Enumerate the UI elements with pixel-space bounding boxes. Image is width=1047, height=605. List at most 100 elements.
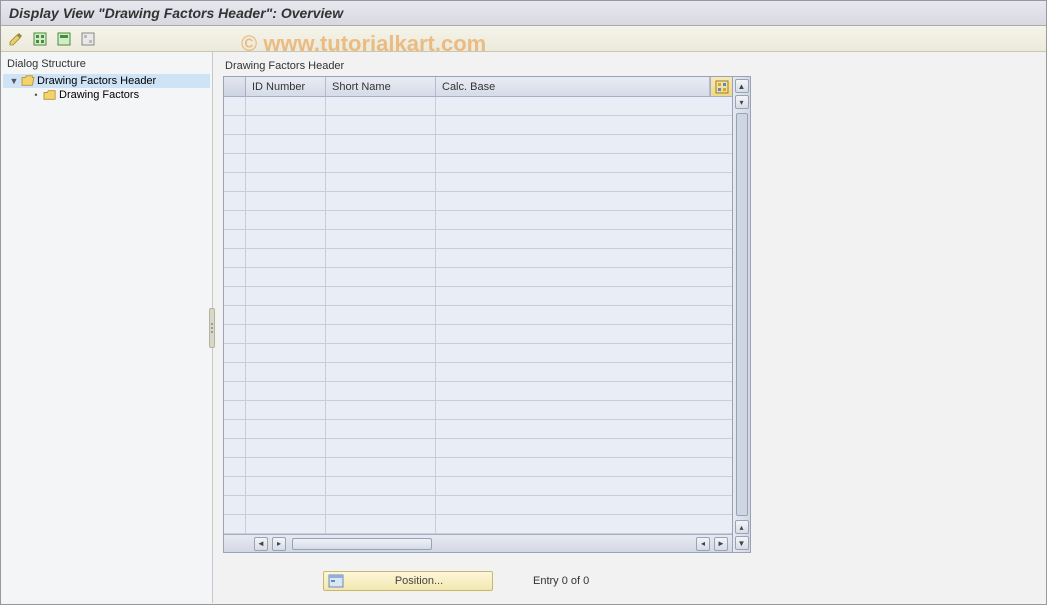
cell-name[interactable]	[326, 306, 436, 324]
row-handle[interactable]	[224, 268, 246, 286]
cell-name[interactable]	[326, 97, 436, 115]
edit-icon[interactable]	[7, 30, 25, 48]
cell-base[interactable]	[436, 477, 732, 495]
row-selector-header[interactable]	[224, 77, 246, 96]
cell-base[interactable]	[436, 496, 732, 514]
scroll-down-icon[interactable]: ▼	[735, 536, 749, 550]
column-header-name[interactable]: Short Name	[326, 77, 436, 96]
row-handle[interactable]	[224, 401, 246, 419]
table-row[interactable]	[224, 496, 732, 515]
row-handle[interactable]	[224, 382, 246, 400]
cell-id[interactable]	[246, 401, 326, 419]
cell-name[interactable]	[326, 135, 436, 153]
table-row[interactable]	[224, 420, 732, 439]
cell-id[interactable]	[246, 97, 326, 115]
cell-name[interactable]	[326, 116, 436, 134]
cell-base[interactable]	[436, 363, 732, 381]
cell-base[interactable]	[436, 173, 732, 191]
scroll-right-last-icon[interactable]: ►	[714, 537, 728, 551]
row-handle[interactable]	[224, 135, 246, 153]
cell-name[interactable]	[326, 439, 436, 457]
cell-id[interactable]	[246, 363, 326, 381]
cell-base[interactable]	[436, 97, 732, 115]
tree-toggle-icon[interactable]: ▼	[9, 76, 19, 86]
cell-id[interactable]	[246, 306, 326, 324]
cell-name[interactable]	[326, 363, 436, 381]
cell-name[interactable]	[326, 401, 436, 419]
cell-base[interactable]	[436, 287, 732, 305]
cell-name[interactable]	[326, 268, 436, 286]
row-handle[interactable]	[224, 192, 246, 210]
row-handle[interactable]	[224, 249, 246, 267]
cell-base[interactable]	[436, 515, 732, 533]
select-all-icon[interactable]	[31, 30, 49, 48]
table-row[interactable]	[224, 458, 732, 477]
table-row[interactable]	[224, 363, 732, 382]
splitter-handle[interactable]	[209, 308, 215, 348]
cell-name[interactable]	[326, 382, 436, 400]
scroll-up-icon[interactable]: ▲	[735, 79, 749, 93]
table-row[interactable]	[224, 439, 732, 458]
table-row[interactable]	[224, 97, 732, 116]
cell-id[interactable]	[246, 287, 326, 305]
cell-id[interactable]	[246, 325, 326, 343]
scroll-left-first-icon[interactable]: ◄	[254, 537, 268, 551]
table-row[interactable]	[224, 287, 732, 306]
cell-id[interactable]	[246, 458, 326, 476]
row-handle[interactable]	[224, 211, 246, 229]
scroll-right-icon[interactable]: ◂	[696, 537, 710, 551]
row-handle[interactable]	[224, 173, 246, 191]
cell-base[interactable]	[436, 458, 732, 476]
row-handle[interactable]	[224, 97, 246, 115]
row-handle[interactable]	[224, 116, 246, 134]
table-row[interactable]	[224, 401, 732, 420]
cell-id[interactable]	[246, 344, 326, 362]
row-handle[interactable]	[224, 154, 246, 172]
cell-base[interactable]	[436, 306, 732, 324]
cell-name[interactable]	[326, 192, 436, 210]
row-handle[interactable]	[224, 230, 246, 248]
row-handle[interactable]	[224, 325, 246, 343]
cell-base[interactable]	[436, 268, 732, 286]
cell-id[interactable]	[246, 135, 326, 153]
row-handle[interactable]	[224, 458, 246, 476]
cell-id[interactable]	[246, 249, 326, 267]
hscroll-track[interactable]	[292, 538, 432, 550]
row-handle[interactable]	[224, 496, 246, 514]
cell-base[interactable]	[436, 420, 732, 438]
cell-name[interactable]	[326, 477, 436, 495]
row-handle[interactable]	[224, 287, 246, 305]
table-row[interactable]	[224, 325, 732, 344]
cell-id[interactable]	[246, 192, 326, 210]
select-block-icon[interactable]	[55, 30, 73, 48]
row-handle[interactable]	[224, 515, 246, 533]
cell-id[interactable]	[246, 211, 326, 229]
cell-id[interactable]	[246, 116, 326, 134]
cell-id[interactable]	[246, 230, 326, 248]
table-row[interactable]	[224, 211, 732, 230]
cell-base[interactable]	[436, 439, 732, 457]
hscroll-thumb[interactable]	[293, 539, 431, 549]
cell-id[interactable]	[246, 154, 326, 172]
row-handle[interactable]	[224, 420, 246, 438]
cell-name[interactable]	[326, 287, 436, 305]
deselect-icon[interactable]	[79, 30, 97, 48]
scroll-left-icon[interactable]: ▸	[272, 537, 286, 551]
table-row[interactable]	[224, 154, 732, 173]
cell-base[interactable]	[436, 154, 732, 172]
row-handle[interactable]	[224, 477, 246, 495]
cell-name[interactable]	[326, 420, 436, 438]
column-header-base[interactable]: Calc. Base	[436, 77, 710, 96]
cell-base[interactable]	[436, 116, 732, 134]
table-row[interactable]	[224, 515, 732, 534]
table-row[interactable]	[224, 249, 732, 268]
column-header-id[interactable]: ID Number	[246, 77, 326, 96]
vscroll-track[interactable]	[736, 113, 748, 516]
cell-name[interactable]	[326, 458, 436, 476]
cell-name[interactable]	[326, 249, 436, 267]
tree-item-drawing-factors-header[interactable]: ▼ Drawing Factors Header	[3, 74, 210, 88]
cell-base[interactable]	[436, 249, 732, 267]
cell-id[interactable]	[246, 496, 326, 514]
cell-id[interactable]	[246, 477, 326, 495]
tree-item-drawing-factors[interactable]: • Drawing Factors	[3, 88, 210, 102]
